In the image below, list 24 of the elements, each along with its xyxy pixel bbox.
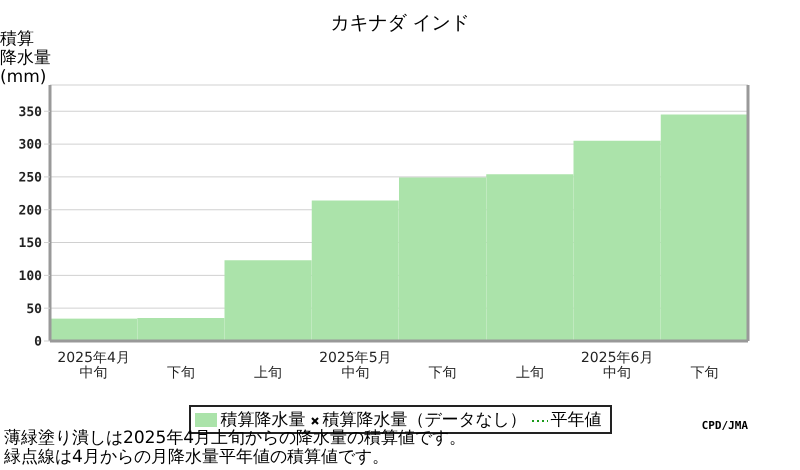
- y-tick-label: 50: [26, 302, 42, 317]
- legend-label: 積算降水量: [220, 409, 306, 430]
- y-tick-label: 0: [34, 334, 42, 350]
- text: CPD/JMA: [702, 419, 748, 432]
- y-axis-title: 積算降水量(mm): [0, 29, 52, 87]
- y-tick-label: 150: [18, 236, 42, 252]
- y-tick-label: 350: [18, 104, 42, 120]
- x-tick-label: 2025年6月中旬: [580, 350, 654, 381]
- x-tick-label: 上旬: [253, 365, 284, 381]
- y-tick-label: 100: [18, 268, 42, 284]
- x-tick-label: 2025年5月中旬: [318, 350, 393, 381]
- x-tick-label: 2025年4月中旬: [56, 350, 131, 381]
- text: 緑点線は4月からの月降水量平年値の積算値です。: [4, 447, 390, 467]
- x-tick-label: 下旬: [428, 365, 458, 381]
- legend-label: 平年値: [550, 409, 602, 431]
- text: 薄緑塗り潰しは2025年4月上旬からの降水量の積算値です。: [4, 428, 466, 448]
- legend-label: 積算降水量（データなし）: [322, 409, 526, 430]
- y-tick-label: 300: [18, 138, 42, 153]
- y-tick-label: 200: [18, 203, 42, 218]
- y-tick-label: 250: [18, 170, 42, 186]
- chart-title: カキナダ インド: [330, 12, 470, 34]
- x-tick-label: 上旬: [514, 365, 545, 381]
- x-tick-label: 下旬: [166, 365, 196, 381]
- x-tick-label: 下旬: [689, 365, 720, 381]
